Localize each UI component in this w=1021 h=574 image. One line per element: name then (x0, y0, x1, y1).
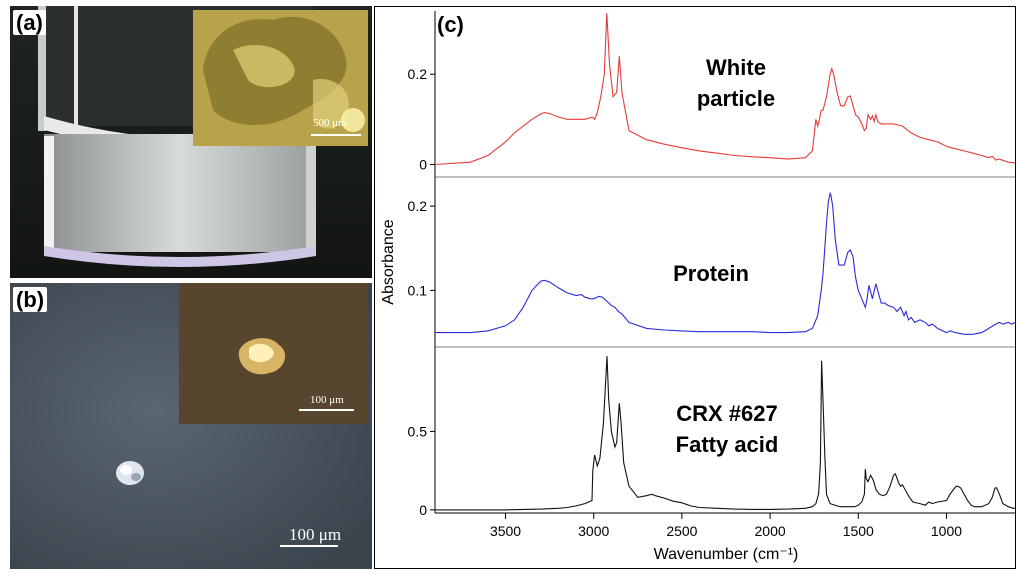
series-label: Fatty acid (676, 432, 779, 457)
y-tick-label: 0 (419, 502, 427, 518)
panel-b-particle-photo: 100 μm 100 μm (b) (10, 283, 372, 569)
series-label: particle (697, 86, 775, 111)
y-tick-label: 0.2 (408, 198, 428, 214)
y-tick-label: 0.1 (408, 282, 428, 298)
inset-micrograph-a (193, 10, 368, 146)
y-tick-label: 0 (419, 156, 427, 172)
spectrum-line-1 (434, 13, 1015, 166)
x-tick-label: 3000 (578, 523, 609, 539)
series-label: Protein (673, 261, 749, 286)
spectrum-line-3 (435, 356, 1015, 511)
series-label: White (706, 55, 766, 80)
inset-scale-label-b: 100 μm (310, 394, 344, 406)
x-axis-label: Wavenumber (cm⁻¹) (654, 546, 799, 563)
x-tick-label: 1500 (843, 523, 874, 539)
panel-label-c: (c) (437, 12, 464, 37)
y-tick-label: 0.5 (408, 423, 428, 439)
x-tick-label: 2000 (755, 523, 786, 539)
spectrum-line-2 (435, 191, 1015, 335)
y-axis-label: Absorbance (380, 219, 397, 304)
x-tick-label: 1000 (931, 523, 962, 539)
panel-c-ir-spectra: (c) 0 0.2 White particle 0.1 0.2 Protein 0 0.5 CR… (374, 6, 1016, 569)
inset-micrograph-b (179, 283, 367, 424)
spectra-chart: 0 0.2 White particle 0.1 0.2 Protein 0 0.5 CRX #6… (380, 11, 1015, 563)
y-tick-label: 0.2 (408, 66, 428, 82)
x-tick-label: 3500 (490, 523, 521, 539)
series-label: CRX #627 (676, 401, 778, 426)
panel-label-a: (a) (13, 10, 46, 36)
panel-label-b: (b) (13, 287, 48, 313)
panel-a-vial-photo: 500 μm (a) (10, 6, 372, 278)
x-tick-label: 2500 (666, 523, 697, 539)
inset-scale-label-a: 500 μm (313, 117, 347, 129)
main-scale-label-b: 100 μm (289, 525, 342, 544)
